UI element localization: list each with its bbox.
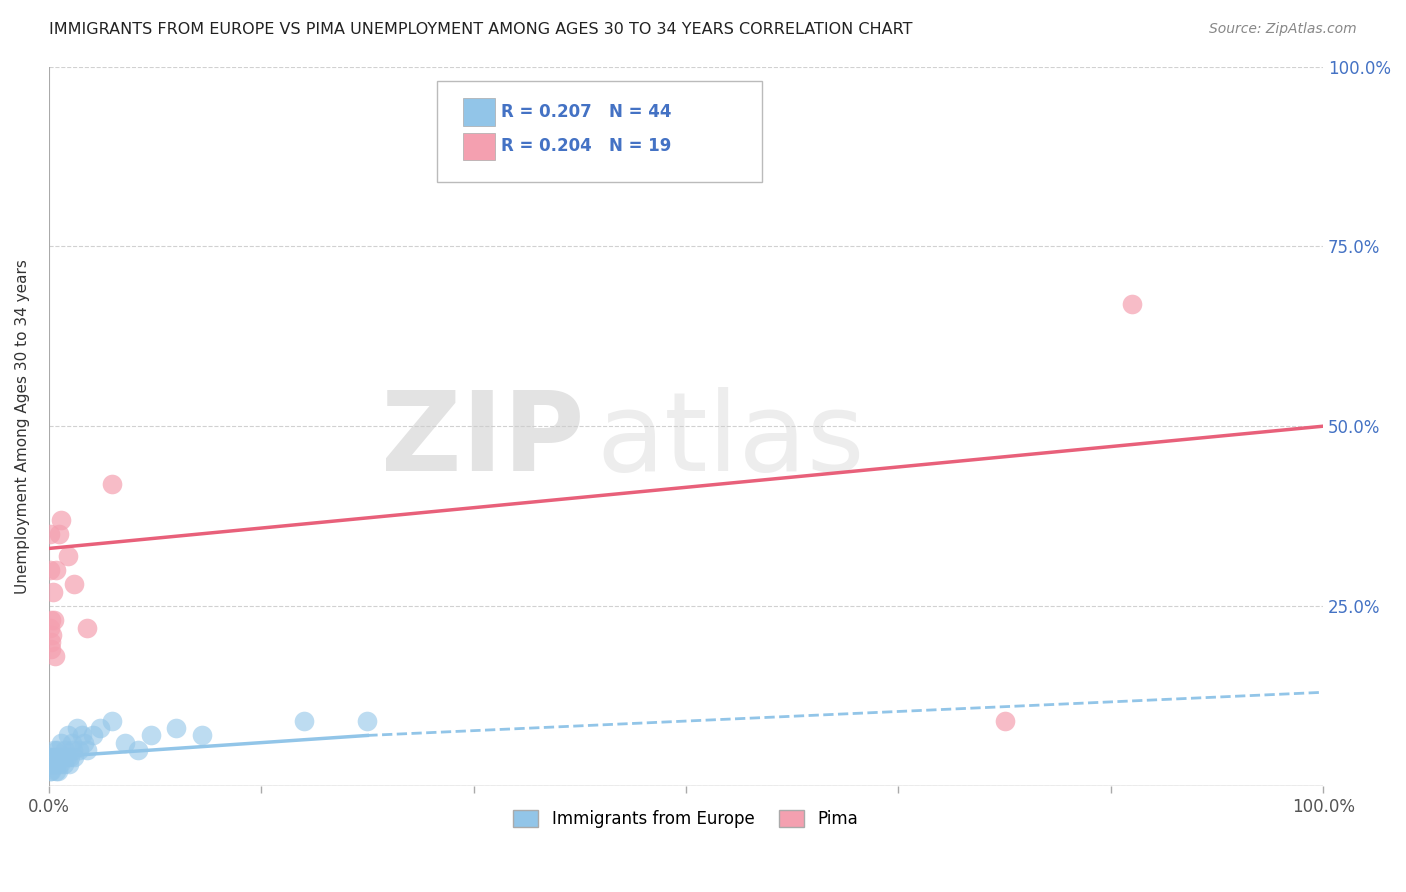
Point [42, 793, 65, 807]
Point [114, 736, 136, 750]
Point [41, 757, 63, 772]
Point [60, 736, 83, 750]
Point [38, 757, 60, 772]
Point [44, 649, 66, 664]
Point [45, 563, 67, 577]
Legend: Immigrants from Europe, Pima: Immigrants from Europe, Pima [506, 804, 865, 835]
Point [52, 750, 75, 764]
FancyBboxPatch shape [437, 81, 762, 182]
Point [53, 743, 76, 757]
Point [46, 743, 69, 757]
Point [139, 728, 162, 742]
Point [76, 621, 98, 635]
Point [51, 513, 73, 527]
Point [101, 714, 124, 728]
Point [39, 635, 62, 649]
Point [45, 764, 67, 779]
Point [53, 757, 76, 772]
Point [190, 728, 212, 742]
Point [51, 736, 73, 750]
Point [39, 613, 62, 627]
Point [73, 736, 96, 750]
Point [82, 728, 104, 742]
Point [101, 476, 124, 491]
Point [356, 714, 378, 728]
Point [58, 757, 80, 772]
Point [1121, 297, 1143, 311]
Point [39, 757, 62, 772]
Point [41, 750, 63, 764]
Point [39, 750, 62, 764]
Point [48, 527, 70, 541]
Text: atlas: atlas [596, 387, 865, 494]
Point [63, 577, 86, 591]
Point [292, 714, 315, 728]
Point [38, 527, 60, 541]
Point [41, 584, 63, 599]
Text: R = 0.204   N = 19: R = 0.204 N = 19 [501, 137, 672, 155]
Point [59, 750, 82, 764]
Point [76, 743, 98, 757]
Point [41, 628, 63, 642]
Point [66, 721, 89, 735]
Text: Source: ZipAtlas.com: Source: ZipAtlas.com [1209, 22, 1357, 37]
Point [46, 764, 69, 779]
Point [55, 750, 77, 764]
Text: IMMIGRANTS FROM EUROPE VS PIMA UNEMPLOYMENT AMONG AGES 30 TO 34 YEARS CORRELATIO: IMMIGRANTS FROM EUROPE VS PIMA UNEMPLOYM… [49, 22, 912, 37]
Point [39, 764, 62, 779]
Point [62, 743, 84, 757]
Point [63, 750, 86, 764]
Text: R = 0.207   N = 44: R = 0.207 N = 44 [501, 103, 672, 121]
Point [39, 621, 62, 635]
Text: ZIP: ZIP [381, 387, 583, 494]
Point [70, 728, 93, 742]
Point [56, 728, 79, 742]
Point [39, 793, 62, 807]
Y-axis label: Unemployment Among Ages 30 to 34 years: Unemployment Among Ages 30 to 34 years [15, 259, 30, 594]
Point [89, 721, 111, 735]
Point [44, 757, 66, 772]
Point [993, 714, 1015, 728]
Point [127, 743, 149, 757]
Point [48, 750, 70, 764]
Bar [463, 98, 495, 126]
Point [39, 642, 62, 657]
Point [38, 764, 60, 779]
Point [42, 743, 65, 757]
Point [165, 721, 187, 735]
Point [49, 757, 72, 772]
Point [39, 563, 62, 577]
Point [42, 613, 65, 627]
Point [56, 549, 79, 563]
Bar [463, 133, 495, 160]
Point [44, 750, 66, 764]
Point [45, 757, 67, 772]
Point [67, 743, 90, 757]
